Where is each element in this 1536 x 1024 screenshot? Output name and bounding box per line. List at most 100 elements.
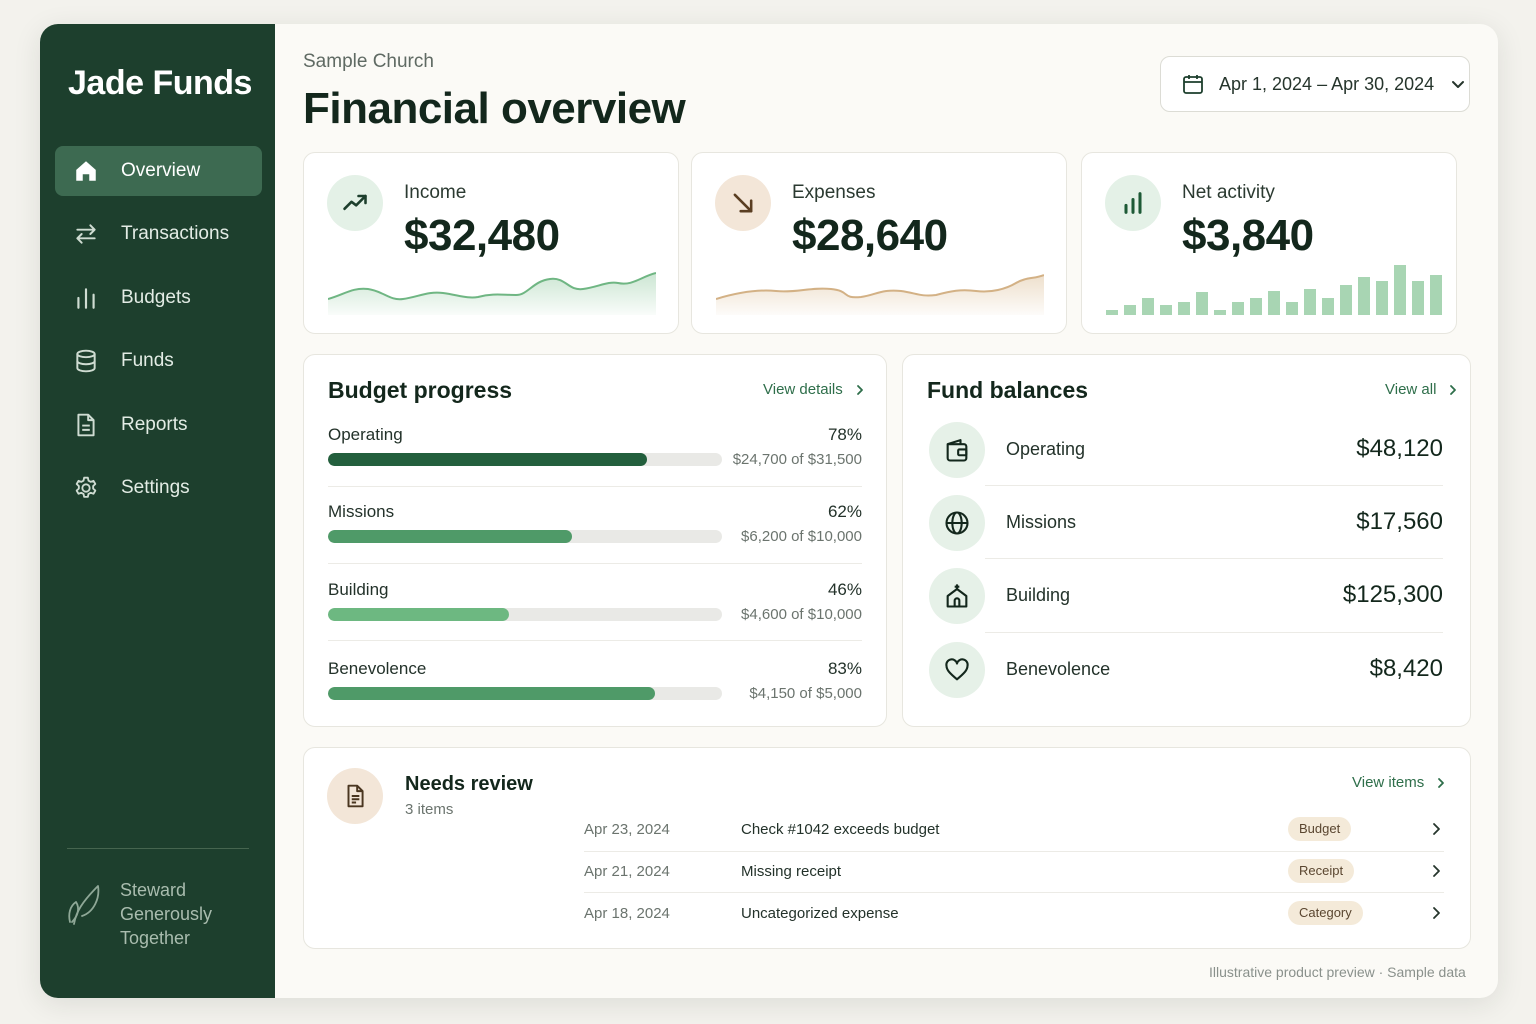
divider (328, 640, 862, 641)
view-details-link[interactable]: View details (763, 381, 867, 398)
sidebar-item-label: Reports (121, 413, 188, 435)
budget-row-benevolence: Benevolence 83% $4,150 of $5,000 (328, 659, 862, 737)
page-title: Financial overview (303, 84, 686, 133)
view-items-link[interactable]: View items (1352, 774, 1448, 791)
sidebar-item-settings[interactable]: Settings (55, 463, 262, 513)
progress-track (328, 453, 722, 466)
progress-fill (328, 608, 510, 621)
review-row[interactable]: Apr 23, 2024 Check #1042 exceeds budget … (584, 809, 1444, 851)
gear-icon (73, 475, 99, 501)
progress-fill (328, 687, 656, 700)
fund-name: Operating (1006, 439, 1086, 459)
fund-name: Building (1006, 585, 1071, 605)
budget-name: Missions (328, 502, 395, 521)
link-label: View details (763, 381, 843, 398)
tagline: Steward Generously Together (66, 878, 212, 950)
sidebar-divider (67, 848, 249, 849)
sidebar-item-label: Funds (121, 350, 174, 372)
budget-row-building: Building 46% $4,600 of $10,000 (328, 580, 862, 658)
stat-value: $3,840 (1182, 211, 1314, 260)
divider (584, 892, 1444, 893)
fund-value: $17,560 (1356, 508, 1443, 535)
tagline-line-3: Together (120, 928, 191, 948)
budget-name: Operating (328, 425, 403, 444)
church-icon (929, 568, 985, 624)
bar (1268, 291, 1280, 315)
view-all-link[interactable]: View all (1385, 381, 1460, 398)
link-label: View items (1352, 774, 1425, 791)
fund-name: Missions (1006, 512, 1077, 532)
review-row[interactable]: Apr 18, 2024 Uncategorized expense Categ… (584, 893, 1444, 935)
chevron-right-icon (1438, 777, 1445, 788)
bar (1196, 292, 1208, 315)
bar-chart-icon (73, 285, 99, 311)
stat-label: Net activity (1182, 182, 1275, 203)
sidebar-item-overview[interactable]: Overview (55, 146, 262, 196)
bar-chart-icon (1105, 175, 1161, 231)
fund-value: $48,120 (1356, 435, 1443, 462)
panel-subtitle: 3 items (405, 801, 454, 818)
needs-review-panel: Needs review 3 items View items Apr 23, … (303, 747, 1471, 949)
app-window: Jade Funds Overview Transactions Budgets (40, 24, 1498, 998)
stat-value: $32,480 (404, 211, 560, 260)
fund-row-benevolence[interactable]: Benevolence $8,420 (929, 642, 1443, 700)
divider (985, 632, 1443, 633)
review-row[interactable]: Apr 21, 2024 Missing receipt Receipt (584, 851, 1444, 893)
budget-amount: $4,600 of $10,000 (741, 606, 862, 623)
net-activity-bars (1106, 265, 1442, 315)
brand-logo: Jade Funds (68, 64, 252, 102)
net-activity-card: Net activity $3,840 (1081, 152, 1457, 334)
stat-label: Income (404, 182, 467, 203)
divider (328, 486, 862, 487)
document-icon (73, 412, 99, 438)
fund-row-operating[interactable]: Operating $48,120 (929, 422, 1443, 480)
review-text: Uncategorized expense (741, 905, 899, 922)
budget-percent: 83% (827, 659, 862, 678)
review-badge: Category (1288, 901, 1363, 925)
calendar-icon (1183, 75, 1203, 94)
bar (1232, 302, 1244, 315)
progress-fill (328, 530, 573, 543)
review-date: Apr 21, 2024 (584, 863, 670, 880)
chevron-right-icon (1450, 384, 1457, 395)
budget-percent: 46% (827, 580, 862, 599)
budget-row-missions: Missions 62% $6,200 of $10,000 (328, 502, 862, 580)
bar (1106, 310, 1118, 315)
review-badge: Receipt (1288, 859, 1355, 883)
fund-row-building[interactable]: Building $125,300 (929, 568, 1443, 626)
review-text: Missing receipt (741, 863, 842, 880)
sidebar-item-reports[interactable]: Reports (55, 400, 262, 450)
divider (584, 851, 1444, 852)
sidebar-item-budgets[interactable]: Budgets (55, 273, 262, 323)
document-icon (327, 768, 383, 824)
wallet-icon (929, 422, 985, 478)
trend-up-icon (327, 175, 383, 231)
tagline-line-2: Generously (120, 904, 213, 924)
org-name: Sample Church (303, 51, 434, 72)
divider (985, 558, 1443, 559)
home-icon (73, 158, 99, 184)
arrows-icon (73, 221, 99, 247)
expenses-sparkline (716, 274, 1044, 315)
budget-percent: 62% (827, 502, 862, 521)
sidebar-item-transactions[interactable]: Transactions (55, 209, 262, 259)
chevron-right-icon (1433, 907, 1440, 919)
database-icon (73, 348, 99, 374)
bar (1160, 305, 1172, 315)
bar (1394, 265, 1406, 315)
leaf-icon (68, 885, 100, 925)
bar (1304, 289, 1316, 315)
globe-icon (929, 495, 985, 551)
sidebar-item-funds[interactable]: Funds (55, 336, 262, 386)
panel-title: Needs review (405, 773, 533, 795)
bar (1250, 298, 1262, 315)
progress-track (328, 530, 722, 543)
bar (1286, 302, 1298, 315)
link-label: View all (1385, 381, 1437, 398)
budget-name: Benevolence (328, 659, 427, 678)
date-range-picker[interactable]: Apr 1, 2024 – Apr 30, 2024 (1160, 56, 1470, 112)
sidebar-item-label: Settings (121, 476, 190, 498)
fund-row-missions[interactable]: Missions $17,560 (929, 495, 1443, 553)
budget-amount: $24,700 of $31,500 (732, 451, 862, 468)
sidebar-nav: Overview Transactions Budgets Funds (55, 146, 262, 526)
